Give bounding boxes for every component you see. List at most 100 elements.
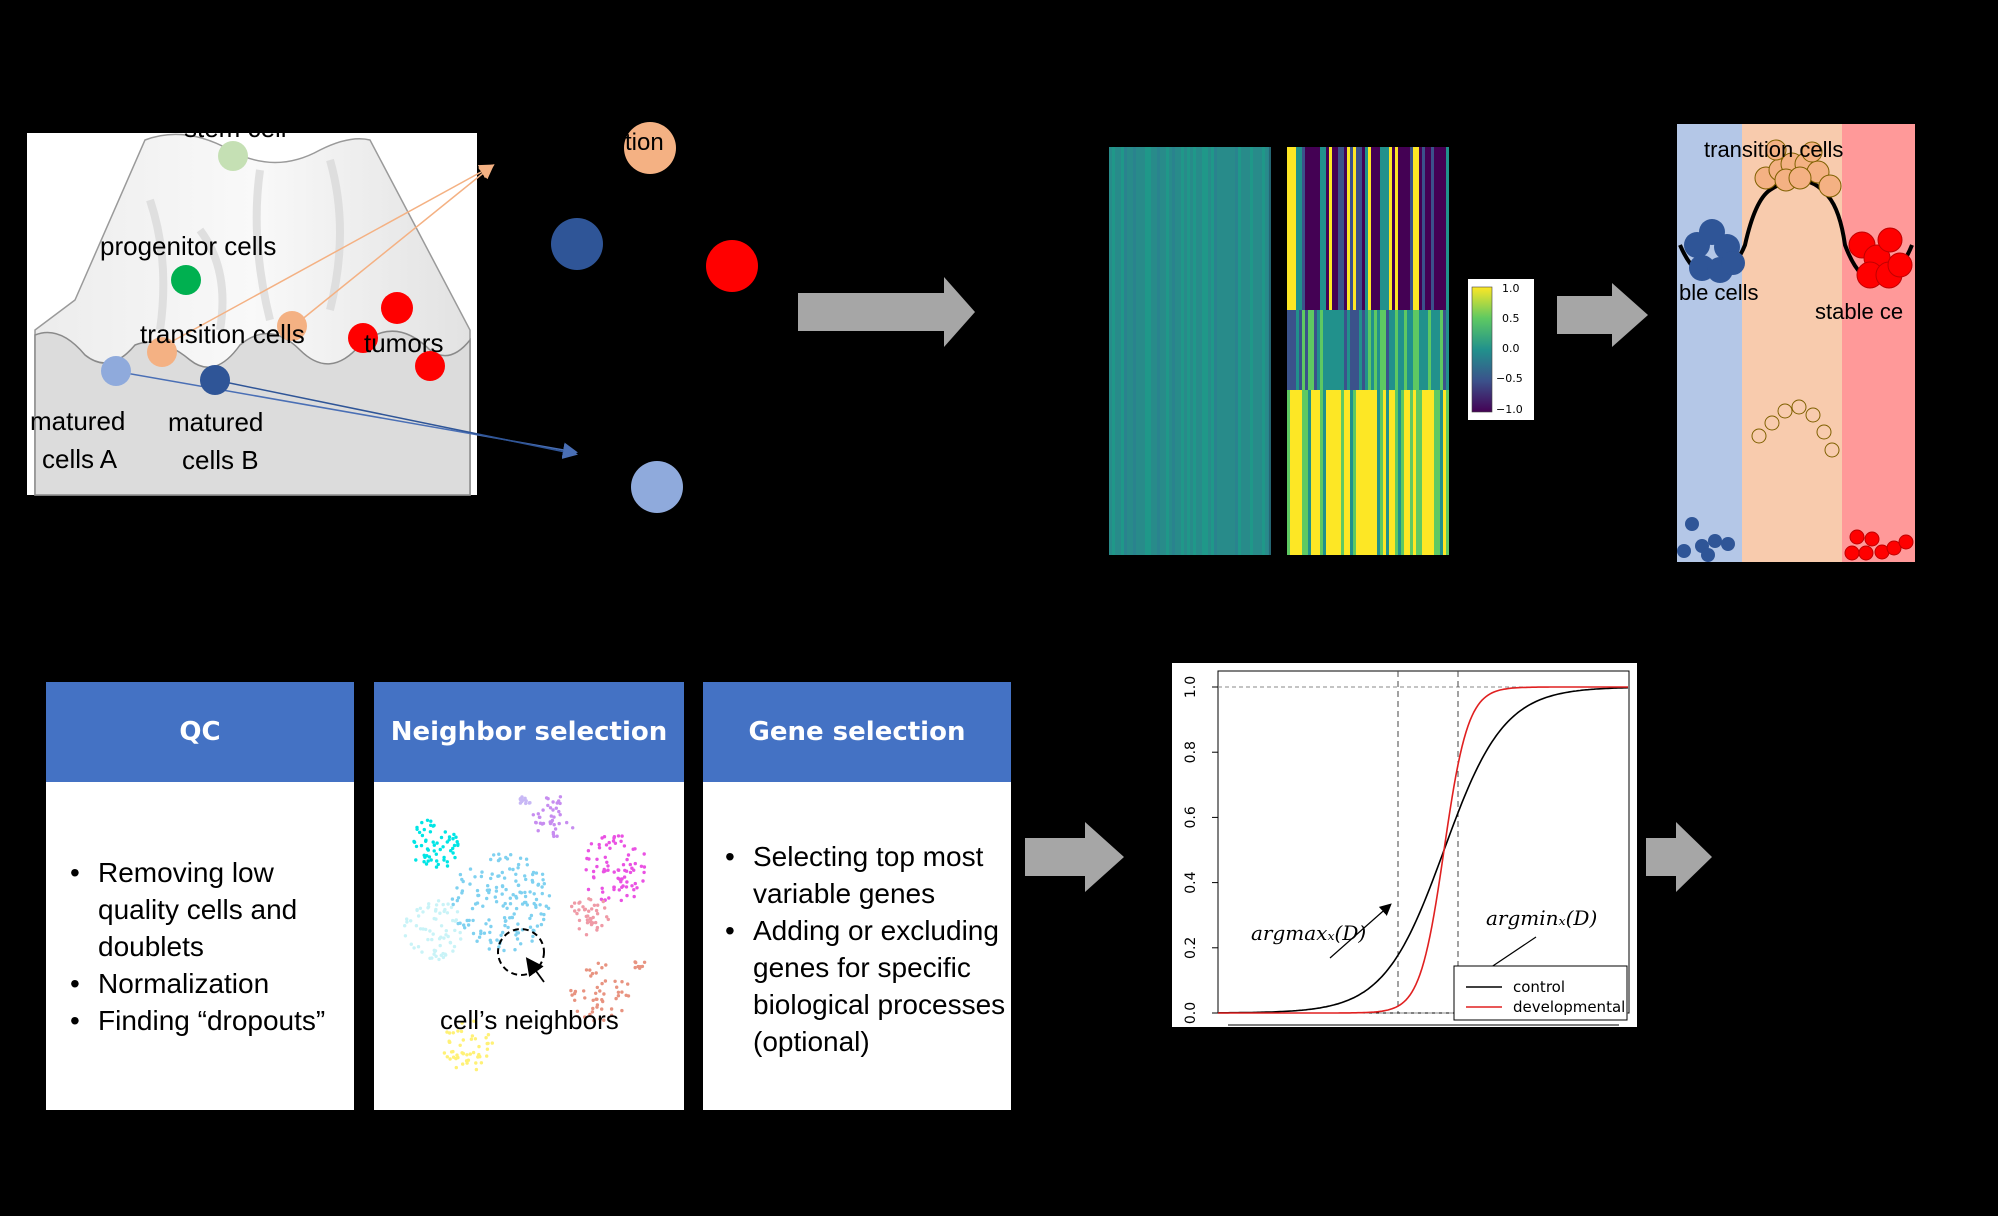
heatmap-cell <box>1130 147 1133 555</box>
qc-list: Removing low quality cells and doublets … <box>58 854 348 1039</box>
heatmap-cell <box>1296 390 1299 555</box>
umap-point <box>632 888 636 892</box>
umap-point <box>471 931 476 936</box>
umap-point <box>524 857 529 861</box>
umap-point <box>463 926 467 930</box>
umap-point <box>600 981 604 986</box>
umap-point <box>572 901 577 905</box>
umap-point <box>477 935 482 939</box>
heatmap-cell <box>1362 310 1365 390</box>
umap-point <box>460 889 465 893</box>
label-matured-b-line1: matured <box>168 407 263 437</box>
heatmap-cell <box>1335 310 1338 390</box>
umap-point <box>442 1051 447 1055</box>
heatmap-cell <box>1308 310 1311 390</box>
umap-point <box>430 937 434 942</box>
umap-point <box>432 952 436 956</box>
heatmap-cell <box>1440 390 1443 555</box>
transition-cell-dot-2 <box>147 337 177 367</box>
umap-point <box>619 898 623 903</box>
gene-title: Gene selection <box>703 682 1011 782</box>
umap-point <box>484 1036 488 1040</box>
heatmap-cell <box>1253 147 1256 555</box>
chart-legend <box>1453 965 1628 1021</box>
heatmap-cell <box>1368 310 1371 390</box>
colorbar-tick-3: 0.0 <box>1502 342 1520 355</box>
umap-point <box>589 842 594 846</box>
heatmap-cell <box>1380 390 1383 555</box>
umap-point <box>442 858 446 862</box>
heatmap-cell <box>1323 310 1326 390</box>
umap-point <box>428 929 432 933</box>
matured-b-state-dot <box>551 218 603 270</box>
umap-point <box>553 827 558 831</box>
umap-point <box>499 933 503 937</box>
umap-point <box>584 968 589 972</box>
heatmap-cell <box>1217 147 1220 555</box>
umap-point <box>609 1007 614 1011</box>
umap-point <box>552 823 556 827</box>
umap-point <box>633 965 637 970</box>
umap-point <box>642 870 646 875</box>
legend-label-developmental: developmental <box>1513 998 1625 1016</box>
heatmap-cell <box>1437 147 1440 310</box>
umap-point <box>612 870 616 874</box>
umap-point <box>473 875 477 879</box>
heatmap-cell <box>1416 310 1419 390</box>
umap-point <box>585 856 589 861</box>
heatmap-cell <box>1268 147 1271 555</box>
heatmap-cell <box>1211 147 1214 555</box>
heatmap-cell <box>1241 147 1244 555</box>
umap-point <box>456 921 460 926</box>
umap-point <box>544 796 549 800</box>
umap-point <box>531 870 536 875</box>
umap-point <box>434 907 438 912</box>
umap-point <box>633 881 637 886</box>
umap-point <box>420 950 424 954</box>
umap-point <box>616 868 620 872</box>
umap-point <box>595 857 599 861</box>
heatmap-cell <box>1413 310 1416 390</box>
umap-point <box>502 948 506 953</box>
umap-point <box>625 857 629 862</box>
umap-point <box>515 931 519 935</box>
umap-point <box>403 934 408 938</box>
heatmap-panel: 1.0 0.5 0.0 −0.5 −1.0 <box>1109 147 1534 555</box>
umap-point <box>558 813 562 817</box>
heatmap-cell <box>1311 310 1314 390</box>
heatmap-cell <box>1287 310 1290 390</box>
heatmap-cell <box>1392 310 1395 390</box>
umap-point <box>409 919 413 923</box>
umap-point <box>610 1013 614 1017</box>
umap-point <box>443 830 447 834</box>
umap-point <box>456 842 460 846</box>
heatmap-cell <box>1413 147 1416 310</box>
umap-point <box>511 867 515 872</box>
umap-point <box>595 912 600 916</box>
umap-point <box>577 901 581 905</box>
umap-point <box>589 917 593 922</box>
umap-point <box>617 888 621 892</box>
heatmap-cell <box>1377 390 1380 555</box>
umap-point <box>495 938 499 942</box>
umap-point <box>454 1065 458 1070</box>
argmin-label: argminₓ(D) <box>1486 906 1597 930</box>
umap-point <box>511 893 515 897</box>
heatmap-cell <box>1398 310 1401 390</box>
transition-state-dot <box>624 122 676 174</box>
umap-point <box>504 887 508 892</box>
heatmap-cell <box>1311 147 1314 310</box>
umap-point <box>612 835 617 839</box>
heatmap-cell <box>1314 390 1317 555</box>
umap-point <box>449 849 453 853</box>
heatmap-cell <box>1160 147 1163 555</box>
umap-point <box>415 908 419 913</box>
umap-point <box>630 884 634 888</box>
umap-point <box>414 924 419 928</box>
umap-point <box>447 1039 451 1043</box>
heatmap-cell <box>1389 390 1392 555</box>
heatmap-right-stripes <box>1287 147 1449 555</box>
umap-point <box>551 808 555 812</box>
umap-point <box>409 942 413 946</box>
heatmap-cell <box>1299 390 1302 555</box>
